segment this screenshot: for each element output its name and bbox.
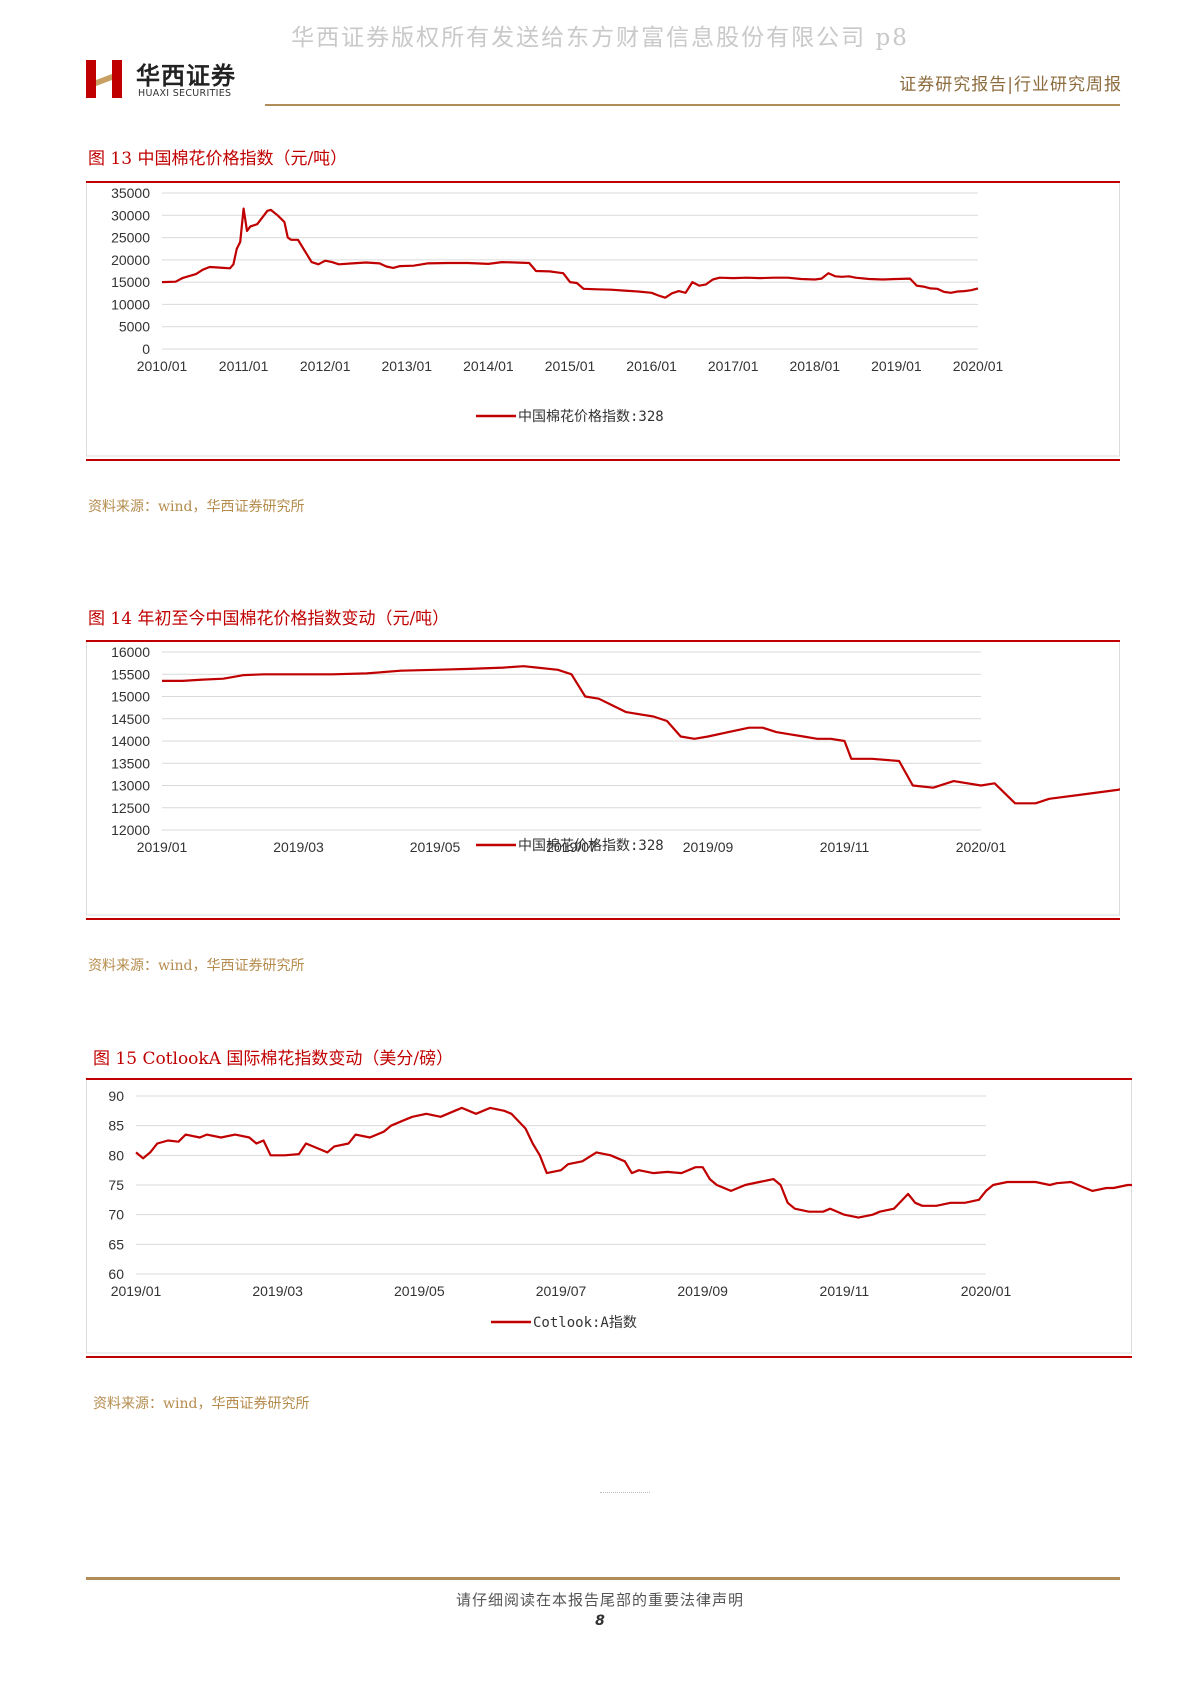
y-tick-label: 85 <box>108 1118 124 1134</box>
y-tick-label: 13500 <box>111 755 150 771</box>
x-tick-label: 2018/01 <box>789 358 840 374</box>
x-tick-label: 2020/01 <box>956 839 1007 855</box>
x-tick-label: 2016/01 <box>626 358 677 374</box>
y-tick-label: 13000 <box>111 778 150 794</box>
x-tick-label: 2019/05 <box>410 839 461 855</box>
x-tick-label: 2019/05 <box>394 1283 445 1299</box>
series-line <box>135 1106 1132 1219</box>
legend-label: 中国棉花价格指数:328 <box>518 408 664 425</box>
x-tick-label: 2019/09 <box>677 1283 728 1299</box>
y-tick-label: 15000 <box>111 689 150 705</box>
x-tick-label: 2012/01 <box>300 358 351 374</box>
x-tick-label: 2019/03 <box>252 1283 303 1299</box>
y-tick-label: 10000 <box>111 296 150 312</box>
x-tick-label: 2017/01 <box>708 358 759 374</box>
watermark: 华西证券版权所有发送给东方财富信息股份有限公司 p8 <box>291 25 909 51</box>
legend-label: 中国棉花价格指数:328 <box>518 837 664 854</box>
series-line <box>162 665 1120 805</box>
y-tick-label: 80 <box>108 1147 124 1163</box>
series-line <box>161 207 979 299</box>
y-tick-label: 14500 <box>111 711 150 727</box>
huaxi-logo-icon <box>86 60 122 98</box>
chart-frame <box>86 640 1120 916</box>
y-tick-label: 35000 <box>111 185 150 201</box>
y-tick-label: 65 <box>108 1236 124 1252</box>
x-tick-label: 2020/01 <box>961 1283 1012 1299</box>
x-tick-label: 2019/09 <box>683 839 734 855</box>
y-tick-label: 70 <box>108 1207 124 1223</box>
y-tick-label: 12000 <box>111 822 150 838</box>
logo-company-name: 华西证券 <box>136 61 236 90</box>
figure-14-title: 图 14 年初至今中国棉花价格指数变动（元/吨） <box>88 609 450 629</box>
figure-13-source: 资料来源：wind，华西证券研究所 <box>88 499 305 515</box>
y-tick-label: 25000 <box>111 230 150 246</box>
x-tick-label: 2014/01 <box>463 358 514 374</box>
y-tick-label: 12500 <box>111 800 150 816</box>
y-tick-label: 30000 <box>111 207 150 223</box>
y-tick-label: 14000 <box>111 733 150 749</box>
legend-label: Cotlook:A指数 <box>533 1315 637 1331</box>
y-tick-label: 90 <box>108 1088 124 1104</box>
x-tick-label: 2019/01 <box>137 839 188 855</box>
x-tick-label: 2013/01 <box>381 358 432 374</box>
x-tick-label: 2015/01 <box>545 358 596 374</box>
figure-14-source: 资料来源：wind，华西证券研究所 <box>88 958 305 974</box>
x-tick-label: 2020/01 <box>953 358 1004 374</box>
x-tick-label: 2019/03 <box>273 839 324 855</box>
figure-13-title: 图 13 中国棉花价格指数（元/吨） <box>88 149 348 169</box>
footer-divider <box>86 1577 1120 1580</box>
dotted-separator <box>600 1492 650 1493</box>
chart-frame <box>86 1078 1132 1354</box>
x-tick-label: 2019/11 <box>820 1283 870 1299</box>
y-tick-label: 5000 <box>119 319 150 335</box>
y-tick-label: 20000 <box>111 252 150 268</box>
chart-frame <box>86 181 1120 457</box>
header-divider <box>265 104 1120 106</box>
figure-15-title: 图 15 CotlookA 国际棉花指数变动（美分/磅） <box>93 1049 454 1069</box>
report-type: 证券研究报告|行业研究周报 <box>899 75 1122 95</box>
y-tick-label: 16000 <box>111 644 150 660</box>
figure-15-source: 资料来源：wind，华西证券研究所 <box>93 1396 310 1412</box>
page-number: 8 <box>595 1613 605 1629</box>
chart-14: 16000 15500 15000 14500 14000 13500 13000 12500… <box>86 640 1120 920</box>
x-tick-label: 2011/01 <box>219 358 269 374</box>
x-tick-label: 2010/01 <box>137 358 188 374</box>
x-tick-label: 2019/11 <box>820 839 870 855</box>
x-tick-label: 2019/07 <box>536 1283 587 1299</box>
x-tick-label: 2019/01 <box>111 1283 162 1299</box>
y-tick-label: 0 <box>142 341 150 357</box>
y-tick-label: 60 <box>108 1266 124 1282</box>
x-tick-label: 2019/01 <box>871 358 922 374</box>
chart-13: 35000 30000 25000 20000 15000 10000 5000 02010/… <box>86 181 1120 461</box>
y-tick-label: 15500 <box>111 666 150 682</box>
y-tick-label: 15000 <box>111 274 150 290</box>
y-tick-label: 75 <box>108 1177 124 1193</box>
logo-company-name-en: HUAXI SECURITIES <box>138 88 232 99</box>
footer-legal-note: 请仔细阅读在本报告尾部的重要法律声明 <box>455 1591 744 1609</box>
x-tick-label: 2019/07 <box>546 839 597 855</box>
